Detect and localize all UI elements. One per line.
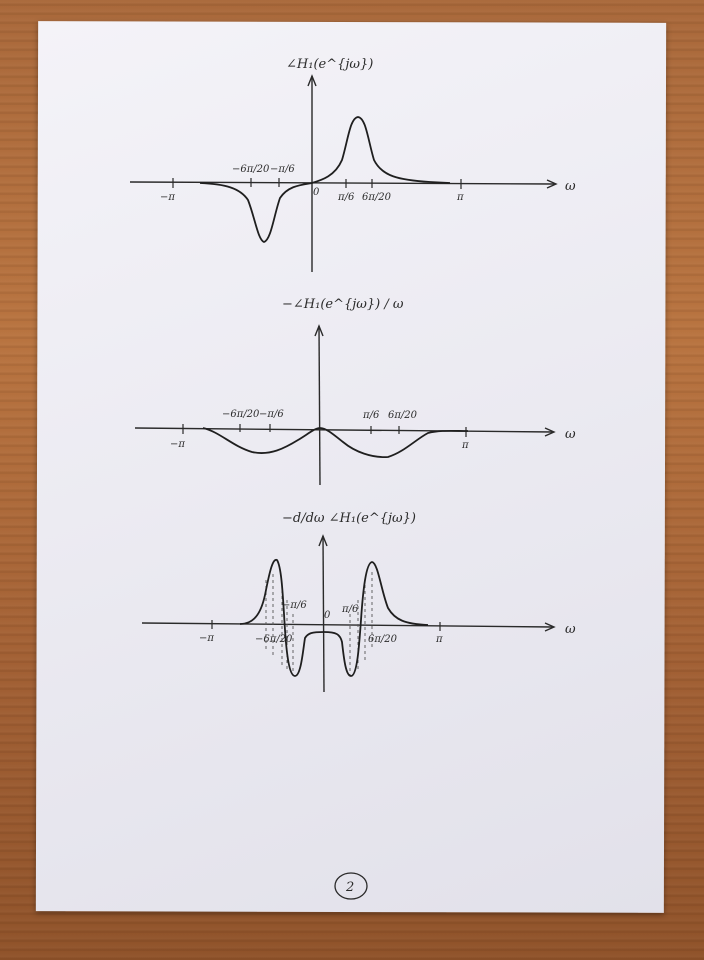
x-axis	[134, 427, 554, 433]
y-axis-arrow	[307, 74, 317, 87]
page-number-text: 2	[345, 880, 354, 895]
y-axis-label: ∠H₁(e^{jω})	[286, 57, 373, 72]
y-axis	[322, 535, 325, 693]
tick-label-neg-pi-over-6: −π/6	[282, 600, 307, 611]
tick-label-neg-6pi-20: −6π/20	[232, 164, 270, 175]
tick-label-pi: π	[456, 192, 464, 203]
tick-label-pi-over-6: π/6	[362, 410, 380, 421]
x-axis-label: ω	[565, 622, 576, 637]
x-axis	[129, 181, 556, 185]
origin-label: 0	[324, 610, 331, 621]
tick-label-neg-6pi-20: −6π/20	[255, 634, 293, 645]
tick-label-neg-pi: −π	[160, 192, 175, 203]
phase-over-omega-curve	[202, 427, 469, 458]
y-axis-label: −d/dω ∠H₁(e^{jω})	[282, 511, 416, 526]
tick-label-6pi-20: 6π/20	[368, 634, 398, 645]
x-axis-label: ω	[565, 179, 576, 194]
x-axis-arrow	[544, 622, 556, 632]
x-axis-arrow	[544, 427, 556, 437]
page-number-circle	[334, 872, 368, 900]
tick-label-neg-pi: −π	[170, 439, 185, 450]
tick-label-6pi-20: 6π/20	[388, 410, 418, 421]
y-axis-label: −∠H₁(e^{jω}) / ω	[282, 297, 404, 312]
y-axis-arrow	[314, 324, 324, 337]
tick-label-neg-pi-over-6: −π/6	[270, 164, 295, 175]
origin-label: 0	[313, 187, 320, 198]
y-axis-arrow	[318, 534, 328, 547]
plot-group-delay: −d/dω ∠H₁(e^{jω}) ω −π π 0 −6π/20 −π/6 π…	[141, 511, 576, 693]
tick-label-neg-pi: −π	[199, 633, 214, 644]
phase-curve	[199, 116, 451, 243]
x-axis-label: ω	[565, 427, 576, 442]
tick-label-neg-pi-over-6: −π/6	[259, 409, 284, 420]
tick-label-pi: π	[435, 634, 443, 645]
tick-label-pi-over-6: π/6	[341, 604, 359, 615]
y-axis	[318, 325, 321, 486]
tick-label-pi-over-6: π/6	[337, 192, 355, 203]
tick-label-neg-6pi-20: −6π/20	[222, 409, 260, 420]
x-axis	[141, 622, 554, 628]
tick-label-6pi-20: 6π/20	[362, 192, 392, 203]
plot-phase-over-omega: −∠H₁(e^{jω}) / ω ω −π π −6π/20 −π/6 π/6 …	[134, 297, 576, 486]
plot-phase: ∠H₁(e^{jω}) ω −π π 0 π/6 6π/20 −6π/20 −π…	[129, 57, 576, 272]
x-axis-arrow	[546, 179, 558, 189]
tick-label-pi: π	[461, 440, 469, 451]
group-delay-curve	[239, 558, 429, 677]
page-number: 2	[334, 872, 368, 900]
